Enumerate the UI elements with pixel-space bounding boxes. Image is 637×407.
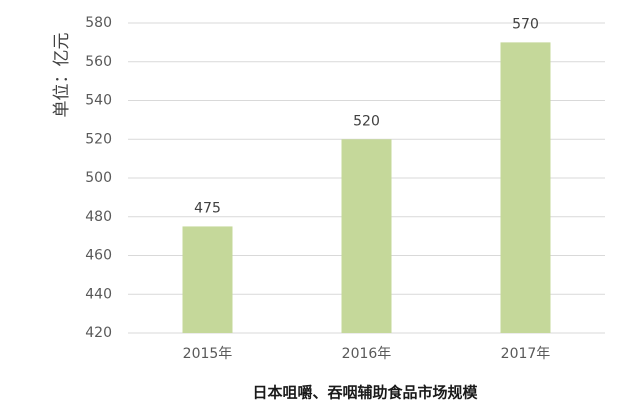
data-label: 520 <box>353 113 380 129</box>
x-tick-label: 2017年 <box>501 346 551 362</box>
y-tick-label: 580 <box>85 15 112 31</box>
y-tick-label: 520 <box>85 131 112 147</box>
y-tick-label: 560 <box>85 54 112 70</box>
bar <box>500 42 551 333</box>
y-tick-label: 500 <box>85 170 112 186</box>
y-tick-label: 480 <box>85 209 112 225</box>
chart-title: 日本咀嚼、吞咽辅助食品市场规模 <box>252 384 478 402</box>
x-tick-label: 2016年 <box>342 346 392 362</box>
bar <box>182 226 233 333</box>
y-tick-label: 440 <box>85 286 112 302</box>
data-label: 475 <box>194 200 221 216</box>
y-tick-label: 540 <box>85 93 112 109</box>
x-tick-label: 2015年 <box>183 346 233 362</box>
y-tick-label: 460 <box>85 248 112 264</box>
bar <box>341 139 392 333</box>
y-axis-label: 单位：亿元 <box>52 33 72 118</box>
data-label: 570 <box>512 16 539 32</box>
y-tick-label: 420 <box>85 325 112 341</box>
